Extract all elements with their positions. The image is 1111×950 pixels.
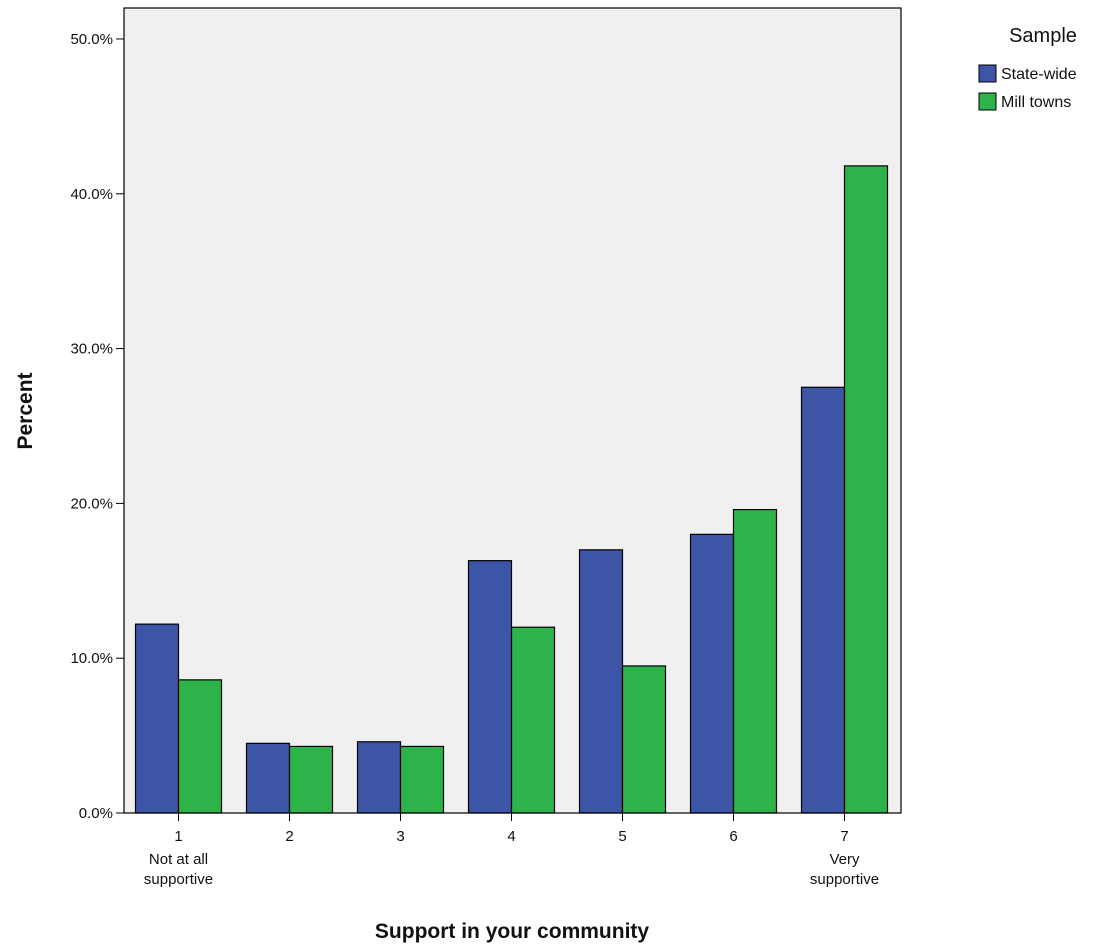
bar-state-wide-2 [245, 742, 291, 814]
x-tick-label: 5 [618, 828, 626, 845]
x-axis: 1 Not at all supportive 2 3 4 5 6 7 Very supportiv… [144, 813, 879, 888]
bar-state-wide-4 [467, 560, 513, 814]
bar-mill-towns-2 [288, 745, 334, 814]
bar-mill-towns-6 [732, 508, 778, 814]
y-axis: 0.0% 10.0% 20.0% 30.0% 40.0% 50.0% [70, 31, 124, 822]
legend-label: Mill towns [1001, 94, 1071, 111]
bar-state-wide-1 [134, 623, 180, 814]
x-tick-sublabel: supportive [810, 871, 879, 888]
bar-mill-towns-3 [399, 745, 445, 814]
x-tick-label: 7 [840, 828, 848, 845]
bar-state-wide-6 [689, 533, 735, 814]
bar-mill-towns-7 [843, 165, 889, 814]
bars [134, 165, 889, 814]
y-tick-label: 50.0% [70, 31, 113, 48]
bar-mill-towns-4 [510, 626, 556, 814]
legend-label: State-wide [1001, 66, 1077, 83]
x-axis-title: Support in your community [375, 920, 649, 943]
bar-state-wide-3 [356, 741, 402, 814]
y-tick-label: 30.0% [70, 341, 113, 358]
x-tick-sublabel: supportive [144, 871, 213, 888]
x-tick-sublabel: Very [829, 851, 860, 868]
bar-mill-towns-1 [177, 679, 223, 814]
bar-state-wide-5 [578, 549, 624, 814]
legend-swatch [978, 92, 997, 111]
x-tick-label: 1 [174, 828, 182, 845]
legend: Sample State-wide Mill towns [978, 25, 1077, 111]
bar-state-wide-7 [800, 386, 846, 814]
y-tick-label: 40.0% [70, 186, 113, 203]
x-tick-label: 3 [396, 828, 404, 845]
x-tick-label: 6 [729, 828, 737, 845]
y-axis-title: Percent [14, 372, 37, 449]
x-tick-sublabel: Not at all [149, 851, 208, 868]
x-tick-label: 2 [285, 828, 293, 845]
x-tick-label: 4 [507, 828, 515, 845]
y-tick-label: 0.0% [79, 805, 113, 822]
legend-title: Sample [1009, 25, 1077, 47]
y-tick-label: 20.0% [70, 495, 113, 512]
y-tick-label: 10.0% [70, 650, 113, 667]
plot-frame [123, 7, 902, 814]
bar-mill-towns-5 [621, 665, 667, 814]
legend-swatch [978, 64, 997, 83]
